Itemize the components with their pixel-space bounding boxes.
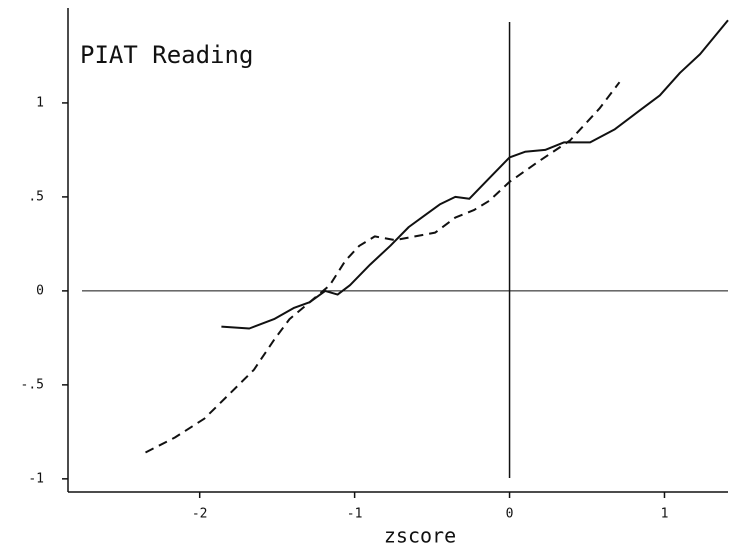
y-tick-label: 0 <box>36 283 44 298</box>
y-tick-label: .5 <box>28 189 44 204</box>
y-tick-label: -.5 <box>21 377 44 392</box>
x-tick-label: 0 <box>506 507 514 522</box>
chart-title: PIAT Reading <box>80 41 253 69</box>
y-tick-label: 1 <box>36 95 44 110</box>
x-tick-label: -1 <box>347 507 363 522</box>
line-series <box>145 81 621 454</box>
x-tick-label: 1 <box>661 507 669 522</box>
line-series <box>221 19 729 330</box>
x-axis-label: zscore <box>384 524 456 548</box>
y-tick-label: -1 <box>28 471 44 486</box>
x-tick-label: -2 <box>192 507 208 522</box>
